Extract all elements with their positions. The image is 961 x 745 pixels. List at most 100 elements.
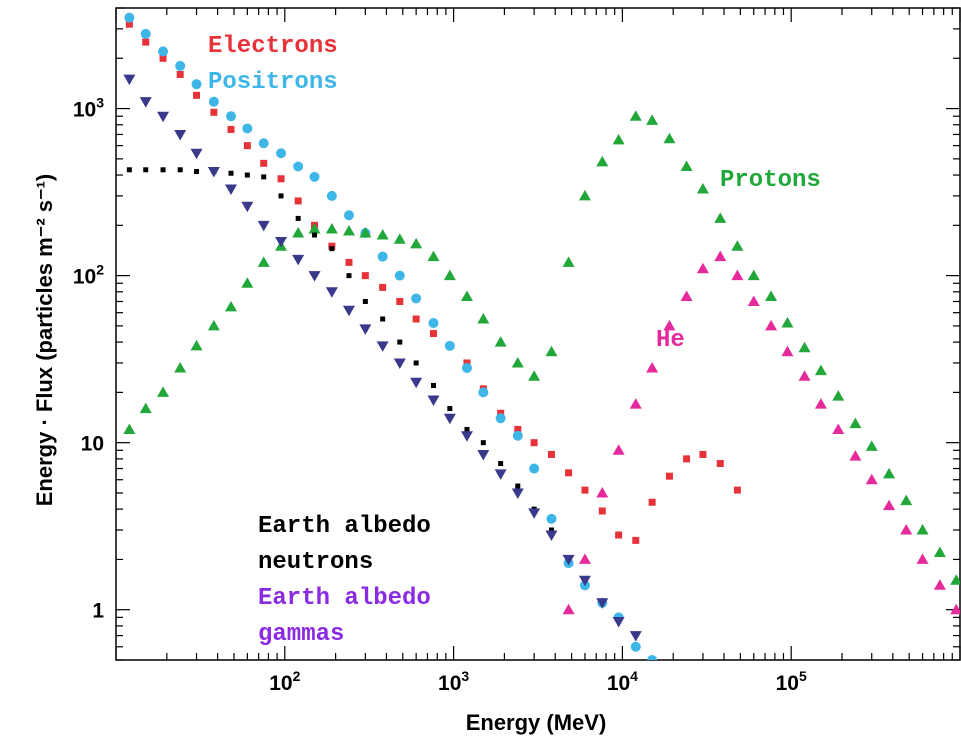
data-point: [397, 339, 403, 345]
data-point: [814, 398, 827, 409]
data-point: [123, 74, 136, 86]
data-point: [463, 359, 471, 367]
data-point: [174, 361, 187, 373]
data-point: [123, 423, 136, 434]
annotation-earth-albedo: Earth albedo: [258, 585, 431, 612]
data-point: [429, 330, 437, 338]
data-point: [261, 174, 267, 180]
data-point: [765, 319, 778, 331]
data-point: [312, 232, 318, 238]
x-tick-label: 105: [776, 668, 807, 695]
data-point: [477, 449, 490, 461]
data-point: [916, 553, 929, 564]
data-point: [464, 426, 470, 432]
data-point: [242, 123, 253, 134]
data-point: [798, 341, 811, 353]
data-point: [696, 183, 709, 194]
data-point: [578, 575, 591, 587]
data-point: [530, 439, 538, 447]
series-positrons: [124, 12, 658, 660]
data-point: [514, 425, 522, 433]
data-point: [377, 251, 388, 262]
data-point: [646, 114, 659, 125]
data-point: [342, 224, 355, 236]
data-point: [276, 148, 287, 159]
data-point: [158, 46, 169, 57]
data-point: [529, 463, 540, 474]
data-point: [781, 345, 794, 357]
data-point: [260, 159, 268, 167]
data-point: [413, 360, 419, 366]
data-point: [511, 356, 524, 368]
y-tick-label: 103: [73, 95, 104, 122]
data-point: [143, 167, 149, 173]
data-point: [612, 617, 625, 628]
data-point: [410, 377, 423, 389]
data-point: [933, 546, 946, 558]
data-point: [629, 110, 642, 121]
data-point: [125, 20, 133, 28]
data-point: [430, 382, 436, 388]
data-point: [412, 315, 420, 323]
data-point: [244, 172, 250, 178]
y-tick-label: 102: [73, 262, 104, 289]
data-point: [225, 111, 236, 122]
data-point: [680, 290, 693, 301]
data-point: [227, 125, 235, 133]
data-point: [883, 467, 896, 479]
data-point: [562, 554, 575, 566]
data-point: [494, 469, 507, 480]
data-point: [157, 111, 170, 123]
data-point: [342, 305, 355, 317]
data-point: [278, 193, 284, 199]
data-point: [950, 603, 960, 615]
data-point: [849, 450, 862, 461]
annotation-gammas: gammas: [258, 621, 344, 648]
data-point: [343, 210, 354, 221]
data-point: [126, 167, 132, 173]
data-point: [814, 364, 827, 376]
data-point: [665, 472, 673, 480]
data-point: [410, 237, 423, 249]
data-point: [495, 413, 506, 424]
annotation-he: He: [656, 327, 685, 354]
series-he: [562, 250, 960, 615]
data-point: [207, 167, 220, 178]
data-point: [680, 160, 693, 172]
data-point: [309, 171, 320, 182]
data-point: [176, 70, 184, 78]
data-point: [393, 358, 406, 369]
data-point: [781, 317, 794, 328]
data-point: [798, 370, 811, 381]
data-point: [632, 536, 640, 544]
data-point: [545, 345, 558, 357]
data-point: [228, 170, 234, 176]
data-point: [512, 430, 523, 441]
data-point: [140, 28, 151, 39]
data-point: [361, 272, 369, 280]
data-point: [615, 531, 623, 539]
data-point: [325, 223, 338, 234]
data-point: [548, 527, 554, 533]
data-point: [545, 530, 558, 542]
data-point: [210, 108, 218, 116]
data-point: [326, 190, 337, 201]
data-point: [241, 277, 254, 288]
data-point: [124, 12, 135, 23]
data-point: [292, 254, 305, 266]
annotations: Electrons Positrons Protons He Earth albedo n…: [208, 33, 821, 648]
data-point: [159, 54, 167, 62]
data-point: [427, 395, 440, 407]
data-point: [578, 553, 591, 564]
data-point: [224, 300, 237, 312]
data-point: [683, 455, 691, 463]
annotation-earth-albedo: Earth albedo: [258, 513, 431, 540]
data-point: [257, 256, 270, 267]
y-axis-label: Energy · Flux (particles m⁻² s⁻¹): [32, 174, 57, 507]
plot-frame: [115, 7, 961, 661]
data-point: [699, 450, 707, 458]
data-point: [174, 129, 187, 141]
data-point: [900, 494, 913, 506]
axes: 102 103 104 105 1 10 102 103: [73, 7, 961, 695]
